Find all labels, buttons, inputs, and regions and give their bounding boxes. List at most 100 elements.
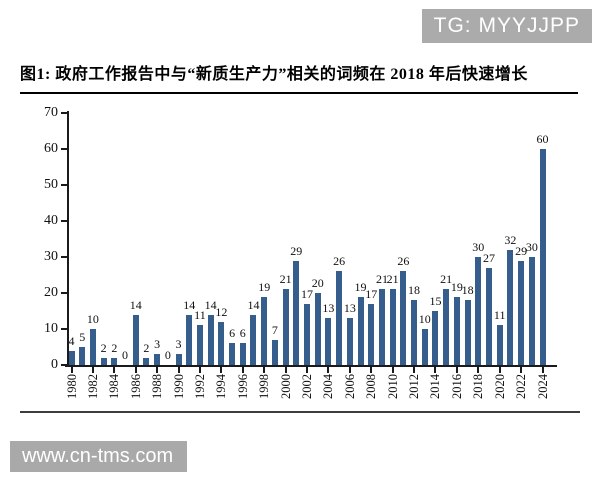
bar-value-label-1985: 0 (122, 348, 129, 362)
bar-value-label-2021: 32 (504, 232, 517, 247)
bar-1995 (229, 343, 236, 365)
bar-value-label-1982: 10 (86, 312, 99, 326)
bar-2015 (443, 289, 450, 365)
x-axis-tick (198, 367, 201, 373)
bar-1984 (111, 357, 118, 365)
bar-2023 (528, 257, 535, 365)
x-axis-tick (413, 367, 416, 373)
bar-2024 (539, 149, 546, 365)
y-axis-tick-label: 20 (44, 285, 58, 300)
bar-2022 (518, 260, 525, 365)
bar-1993 (207, 314, 214, 365)
bar-2005 (336, 271, 343, 365)
bar-2014 (432, 311, 439, 365)
bar-value-label-2017: 18 (461, 283, 474, 298)
bar-1991 (186, 314, 193, 365)
bar-2009 (378, 289, 385, 365)
bar-value-label-1991: 14 (183, 297, 196, 312)
bar-value-label-1994: 12 (215, 304, 228, 319)
y-axis-tick-label: 40 (44, 213, 58, 228)
figure-bottom-rule (20, 411, 580, 413)
bar-1996 (239, 343, 246, 365)
bar-1988 (154, 354, 161, 365)
x-axis-tick (263, 367, 266, 373)
x-axis-tick (327, 367, 330, 373)
bar-value-label-1992: 11 (194, 308, 206, 323)
bar-1997 (250, 314, 257, 365)
bar-value-label-2002: 17 (301, 286, 313, 301)
x-axis-tick (455, 367, 458, 373)
x-axis-tick (91, 367, 94, 373)
x-axis-tick (477, 367, 480, 373)
bar-2016 (453, 296, 460, 365)
bar-value-label-1981: 5 (79, 330, 86, 344)
bar-value-label-2020: 11 (493, 308, 506, 323)
y-axis-tick (61, 364, 67, 366)
bar-value-label-1990: 3 (175, 337, 182, 352)
bar-value-label-2003: 20 (311, 276, 324, 290)
y-axis-tick-label: 0 (51, 357, 58, 372)
bar-value-label-1980: 4 (68, 333, 75, 348)
bar-value-label-2013: 10 (418, 312, 431, 326)
x-axis-tick (391, 367, 394, 373)
x-axis-tick (520, 367, 523, 373)
bar-value-label-1993: 14 (204, 297, 217, 312)
y-axis-tick (61, 184, 67, 186)
bar-value-label-2010: 21 (386, 272, 399, 287)
x-axis-tick (156, 367, 159, 373)
bar-value-label-1987: 2 (143, 340, 150, 355)
x-axis-tick (541, 367, 544, 373)
bar-value-label-2018: 30 (472, 240, 485, 254)
y-axis-tick-label: 10 (44, 321, 58, 336)
y-axis-tick (61, 220, 67, 222)
y-axis-tick (61, 148, 67, 150)
bar-1987 (143, 357, 150, 365)
bar-value-label-2001: 29 (290, 243, 303, 258)
bar-1980 (68, 350, 75, 365)
bar-1983 (100, 357, 107, 365)
y-axis-tick-label: 50 (44, 177, 58, 192)
y-axis-tick-label: 70 (44, 105, 58, 120)
x-axis-tick (306, 367, 308, 373)
bar-value-label-2016: 19 (450, 279, 463, 294)
bar-2003 (314, 293, 321, 365)
x-axis-tick (348, 367, 351, 373)
bar-2011 (400, 271, 407, 365)
y-axis-tick (61, 292, 67, 294)
y-axis-tick (61, 112, 67, 114)
bar-1992 (196, 325, 203, 365)
bar-2001 (293, 260, 300, 365)
bar-value-label-2007: 19 (354, 279, 367, 294)
bar-1990 (175, 354, 182, 365)
bar-value-label-1998: 19 (258, 279, 271, 294)
x-axis-tick (177, 367, 180, 373)
x-axis-tick (241, 367, 244, 373)
bar-2010 (389, 289, 396, 365)
bar-value-label-2000: 21 (279, 272, 292, 287)
bar-2020 (496, 325, 503, 365)
bar-1981 (79, 347, 86, 365)
bar-value-label-2004: 13 (322, 301, 335, 316)
bar-value-label-1984: 2 (111, 340, 118, 355)
bar-value-label-1999: 7 (271, 322, 278, 337)
bar-1994 (218, 321, 225, 365)
bar-2004 (325, 318, 332, 365)
bar-value-label-1997: 14 (247, 297, 260, 312)
y-axis-tick (61, 328, 67, 330)
bar-value-label-2005: 26 (333, 254, 346, 269)
bar-value-label-2019: 27 (482, 250, 495, 265)
y-axis-line (67, 111, 69, 366)
bar-1998 (261, 296, 268, 365)
bar-2007 (357, 296, 364, 365)
bar-value-label-2009: 21 (375, 272, 388, 287)
bar-2013 (421, 329, 428, 365)
bar-2006 (346, 318, 353, 365)
x-axis-tick (70, 367, 73, 373)
telegram-watermark: TG: MYYJJPP (421, 9, 592, 43)
bar-value-label-2015: 21 (440, 272, 453, 287)
bar-2017 (464, 300, 471, 365)
bar-value-label-1989: 0 (164, 348, 171, 362)
y-axis-tick-label: 30 (44, 249, 58, 264)
